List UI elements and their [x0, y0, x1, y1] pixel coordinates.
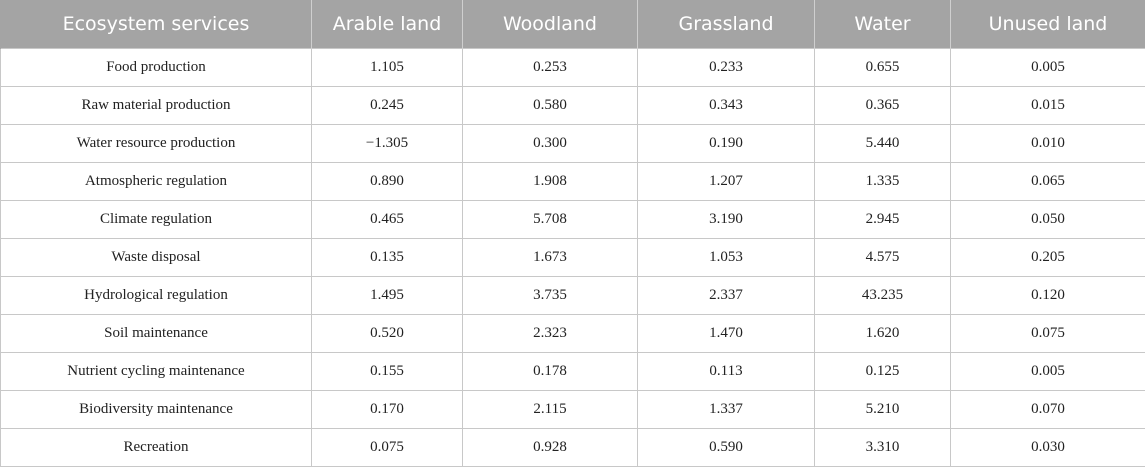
cell-woodland: 0.253	[462, 48, 638, 87]
header-ecosystem-services: Ecosystem services	[0, 0, 312, 49]
cell-water: 5.440	[814, 124, 951, 163]
cell-water: 5.210	[814, 390, 951, 429]
cell-woodland: 1.673	[462, 238, 638, 277]
table-row: Waste disposal 0.135 1.673 1.053 4.575 0.205	[0, 238, 1145, 277]
cell-water: 0.125	[814, 352, 951, 391]
cell-grassland: 0.190	[637, 124, 815, 163]
cell-service: Soil maintenance	[0, 314, 312, 353]
cell-unused-land: 0.030	[950, 428, 1145, 467]
cell-service: Recreation	[0, 428, 312, 467]
cell-service: Water resource production	[0, 124, 312, 163]
cell-unused-land: 0.070	[950, 390, 1145, 429]
cell-woodland: 3.735	[462, 276, 638, 315]
cell-service: Biodiversity maintenance	[0, 390, 312, 429]
cell-water: 43.235	[814, 276, 951, 315]
cell-arable-land: 0.245	[311, 86, 463, 125]
cell-grassland: 1.053	[637, 238, 815, 277]
table-row: Climate regulation 0.465 5.708 3.190 2.945 0.…	[0, 200, 1145, 239]
cell-woodland: 0.300	[462, 124, 638, 163]
header-grassland: Grassland	[637, 0, 815, 49]
header-arable-land: Arable land	[311, 0, 463, 49]
cell-unused-land: 0.205	[950, 238, 1145, 277]
cell-water: 0.365	[814, 86, 951, 125]
table-row: Nutrient cycling maintenance 0.155 0.178 0.…	[0, 352, 1145, 391]
cell-grassland: 1.337	[637, 390, 815, 429]
cell-woodland: 0.928	[462, 428, 638, 467]
cell-arable-land: 0.465	[311, 200, 463, 239]
cell-grassland: 0.233	[637, 48, 815, 87]
cell-grassland: 2.337	[637, 276, 815, 315]
cell-woodland: 0.580	[462, 86, 638, 125]
cell-water: 3.310	[814, 428, 951, 467]
table-row: Hydrological regulation 1.495 3.735 2.337 43…	[0, 276, 1145, 315]
cell-arable-land: 0.170	[311, 390, 463, 429]
cell-unused-land: 0.075	[950, 314, 1145, 353]
cell-service: Atmospheric regulation	[0, 162, 312, 201]
cell-woodland: 2.323	[462, 314, 638, 353]
table-row: Biodiversity maintenance 0.170 2.115 1.337 5…	[0, 390, 1145, 429]
cell-water: 0.655	[814, 48, 951, 87]
cell-service: Hydrological regulation	[0, 276, 312, 315]
cell-unused-land: 0.120	[950, 276, 1145, 315]
header-unused-land: Unused land	[950, 0, 1145, 49]
table-row: Raw material production 0.245 0.580 0.343 0.…	[0, 86, 1145, 125]
cell-grassland: 1.207	[637, 162, 815, 201]
header-row: Ecosystem services Arable land Woodland …	[0, 0, 1145, 49]
header-water: Water	[814, 0, 951, 49]
cell-grassland: 0.343	[637, 86, 815, 125]
table-row: Recreation 0.075 0.928 0.590 3.310 0.030	[0, 428, 1145, 467]
cell-water: 1.335	[814, 162, 951, 201]
cell-woodland: 0.178	[462, 352, 638, 391]
cell-unused-land: 0.005	[950, 48, 1145, 87]
cell-woodland: 5.708	[462, 200, 638, 239]
cell-woodland: 1.908	[462, 162, 638, 201]
cell-service: Food production	[0, 48, 312, 87]
cell-grassland: 1.470	[637, 314, 815, 353]
table-row: Water resource production −1.305 0.300 0.19…	[0, 124, 1145, 163]
cell-unused-land: 0.005	[950, 352, 1145, 391]
cell-woodland: 2.115	[462, 390, 638, 429]
cell-service: Climate regulation	[0, 200, 312, 239]
cell-unused-land: 0.050	[950, 200, 1145, 239]
cell-arable-land: 0.520	[311, 314, 463, 353]
cell-service: Waste disposal	[0, 238, 312, 277]
cell-arable-land: 0.155	[311, 352, 463, 391]
cell-service: Nutrient cycling maintenance	[0, 352, 312, 391]
table-body: Food production 1.105 0.253 0.233 0.655 0.005…	[0, 48, 1145, 467]
cell-grassland: 0.590	[637, 428, 815, 467]
cell-unused-land: 0.015	[950, 86, 1145, 125]
table-row: Food production 1.105 0.253 0.233 0.655 0.005	[0, 48, 1145, 87]
cell-grassland: 3.190	[637, 200, 815, 239]
table-row: Atmospheric regulation 0.890 1.908 1.207 1.3…	[0, 162, 1145, 201]
cell-arable-land: 1.105	[311, 48, 463, 87]
cell-arable-land: 0.135	[311, 238, 463, 277]
cell-arable-land: 1.495	[311, 276, 463, 315]
cell-unused-land: 0.010	[950, 124, 1145, 163]
cell-service: Raw material production	[0, 86, 312, 125]
cell-arable-land: −1.305	[311, 124, 463, 163]
table-row: Soil maintenance 0.520 2.323 1.470 1.620 0.07…	[0, 314, 1145, 353]
cell-water: 4.575	[814, 238, 951, 277]
header-woodland: Woodland	[462, 0, 638, 49]
cell-water: 1.620	[814, 314, 951, 353]
cell-arable-land: 0.890	[311, 162, 463, 201]
table-header: Ecosystem services Arable land Woodland …	[0, 0, 1145, 49]
cell-grassland: 0.113	[637, 352, 815, 391]
cell-water: 2.945	[814, 200, 951, 239]
cell-unused-land: 0.065	[950, 162, 1145, 201]
cell-arable-land: 0.075	[311, 428, 463, 467]
